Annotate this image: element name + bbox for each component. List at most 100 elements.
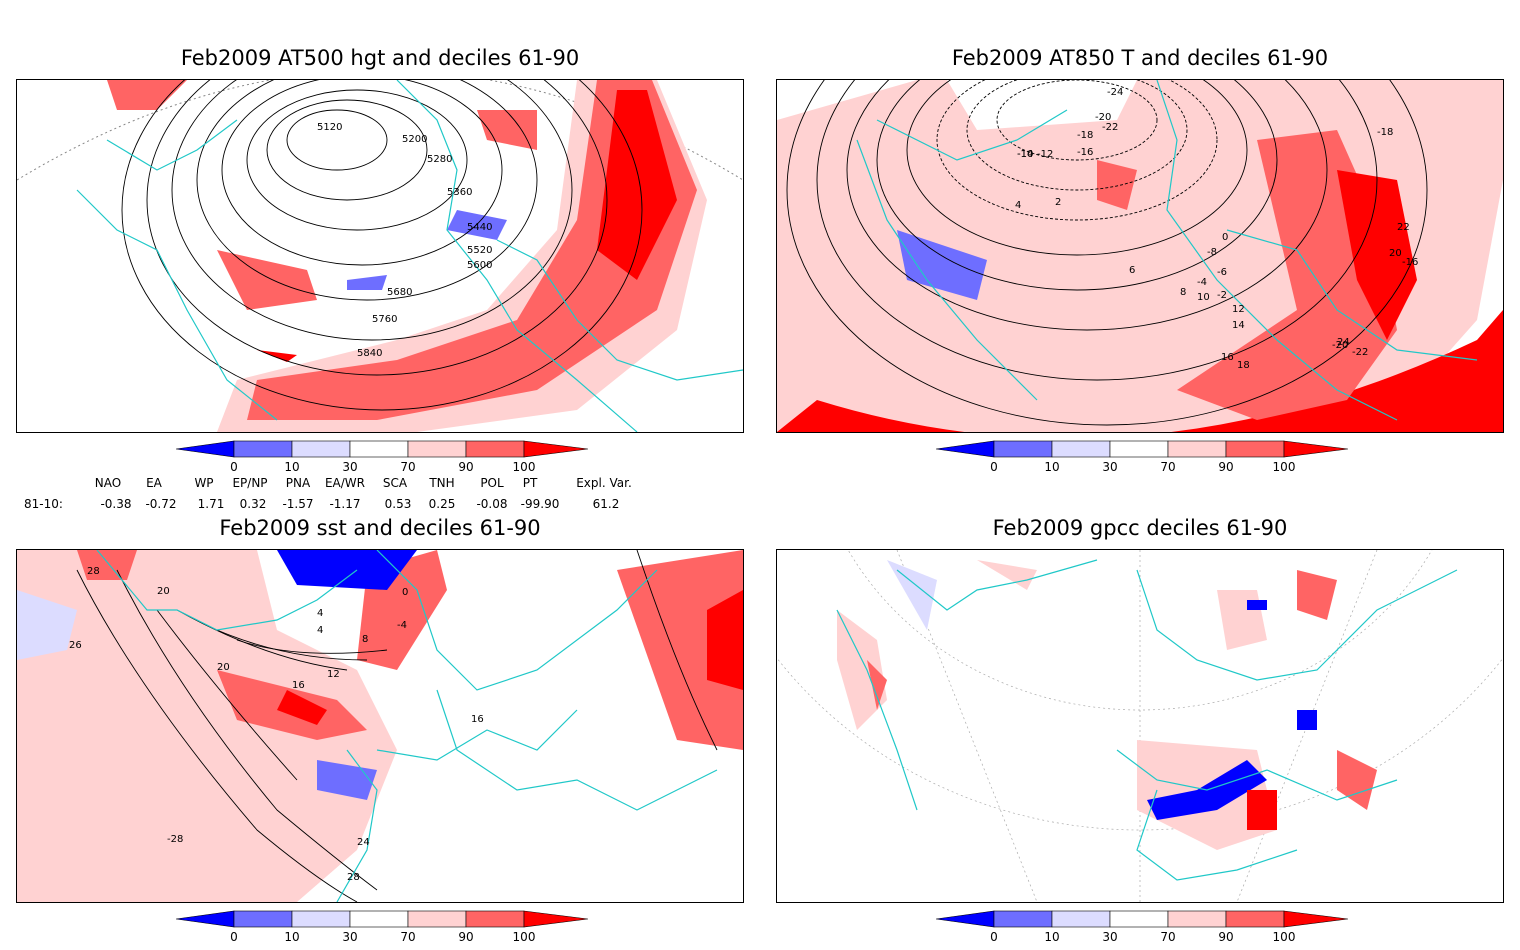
colorbar-tick-label: 100 [512,460,536,474]
colorbar-swatch [349,440,409,458]
colorbar-swatch [1051,440,1111,458]
contour-label: 12 [327,669,340,680]
index-value: -0.38 [100,497,132,511]
map-panel-t850: -24 -22 -20 -18 -16 -14 -12 -10 -8 -6 -4 -2 0 2 4 6 8 10 1… [776,79,1504,433]
colorbar-tick-label: 0 [230,930,238,944]
colorbar-t850: 0 10 30 70 90 100 [935,440,1349,480]
contour-label: 28 [347,872,360,883]
contour-label: 26 [69,640,82,651]
colorbar-swatch [993,910,1053,928]
panel-title-sst: Feb2009 sst and deciles 61-90 [219,516,541,540]
contour-label: 4 [1015,200,1021,211]
colorbar-sst: 0 10 30 70 90 100 [175,910,589,950]
contour-label: -8 [1207,247,1217,258]
colorbar-tick-label: 10 [1044,930,1060,944]
contour-label: 5760 [372,314,397,325]
contour-label: 5360 [447,187,472,198]
contour-label: -24 [1107,87,1123,98]
colorbar-swatch [935,910,995,928]
contour-label: 6 [1129,265,1135,276]
colorbar-tick-label: 30 [1102,460,1118,474]
colorbar-tick-label: 30 [342,460,358,474]
colorbar-tick-label: 10 [1044,460,1060,474]
colorbar-tick-label: 30 [342,930,358,944]
index-value: -0.08 [476,497,508,511]
contour-label: 20 [1389,248,1402,259]
colorbar-swatch [465,910,525,928]
colorbar-swatch [993,440,1053,458]
contour-label: -14 [1017,149,1033,160]
colorbar-swatch [407,440,467,458]
index-header: PT [522,476,538,490]
index-header: Expl. Var. [576,476,632,490]
colorbar-tick-label: 70 [1160,460,1176,474]
colorbar-swatches [935,910,1349,928]
contour-label: -18 [1077,130,1093,141]
index-value: -99.90 [520,497,560,511]
colorbar-swatch [523,440,589,458]
colorbar-swatch [175,440,235,458]
index-row-label: 81-10: [24,497,63,511]
contour-label: -4 [397,620,407,631]
index-header: POL [480,476,504,490]
colorbar-tick-label: 0 [230,460,238,474]
map-panel-z500: 5120 5200 5280 5360 5440 5520 5600 5680 5760 5840 [16,79,744,433]
map-panel-gpcc [776,549,1504,903]
contour-label: 8 [362,634,368,645]
index-value: -0.72 [145,497,177,511]
colorbar-tick-label: 70 [400,930,416,944]
index-header: EA [146,476,162,490]
index-value: 61.2 [592,497,620,511]
index-value: 1.71 [197,497,225,511]
contour-label: 5120 [317,122,342,133]
contour-label: 4 [317,625,323,636]
contour-label: -16 [1077,147,1093,158]
contour-label: -20 [1332,340,1348,351]
index-value: 0.32 [239,497,267,511]
index-header: WP [194,476,214,490]
colorbar-swatch [1109,910,1169,928]
colorbar-swatch [233,440,293,458]
colorbar-tick-label: 100 [1272,930,1296,944]
colorbar-swatch [407,910,467,928]
contour-label: -18 [1377,127,1393,138]
colorbar-swatch [291,440,351,458]
colorbar-tick-label: 90 [458,930,474,944]
contour-label: 5680 [387,287,412,298]
contour-label: -22 [1102,122,1118,133]
contour-label: 0 [1222,232,1228,243]
contour-label: 12 [1232,304,1245,315]
contour-label: -10 [1017,149,1033,160]
contour-label: -20 [1095,112,1111,123]
colorbar-tick-label: 70 [400,460,416,474]
contour-label: 18 [1237,360,1250,371]
colorbar-swatch [1167,910,1227,928]
contour-label: -22 [1352,347,1368,358]
contour-label: 16 [1221,352,1234,363]
colorbar-swatch [935,440,995,458]
colorbar-z500: 0 10 30 70 90 100 [175,440,589,480]
colorbar-tick-label: 0 [990,930,998,944]
colorbar-swatch [349,910,409,928]
index-value: -1.57 [282,497,314,511]
index-header: NAO [94,476,122,490]
contour-label: 24 [1337,337,1350,348]
contour-label: 22 [1397,222,1410,233]
contour-label: 5280 [427,154,452,165]
colorbar-tick-label: 10 [284,930,300,944]
contour-label: 5440 [467,222,492,233]
colorbar-swatch [523,910,589,928]
panel-title-t850: Feb2009 AT850 T and deciles 61-90 [951,46,1329,70]
colorbar-tick-label: 30 [1102,930,1118,944]
contour-label: 5520 [467,245,492,256]
map-panel-sst: 28 20 26 0 4 8 12 16 20 24 28 -28 16 -4 4 [16,549,744,903]
index-header: SCA [382,476,408,490]
contour-label: 4 [317,608,323,619]
colorbar-swatch [1051,910,1111,928]
index-header: PNA [285,476,311,490]
colorbar-swatch [1283,910,1349,928]
panel-title-gpcc: Feb2009 gpcc deciles 61-90 [992,516,1288,540]
contour-label: -2 [1217,290,1227,301]
